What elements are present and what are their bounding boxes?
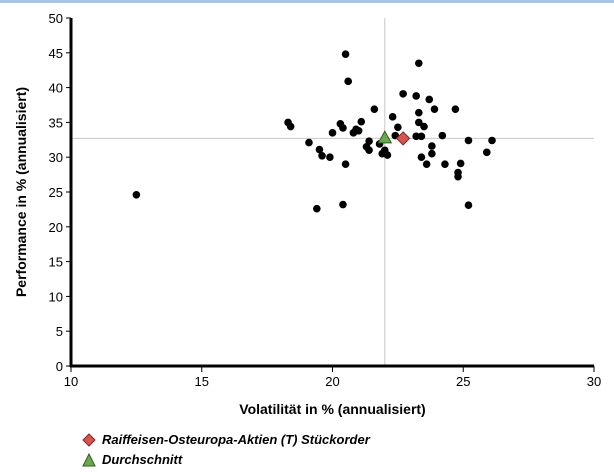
data-point [326,153,334,161]
data-point [339,124,347,132]
data-point [132,190,141,199]
data-point [339,200,347,209]
data-point [313,204,321,213]
scatter-chart: 10 15 20 25 30 0 5 10 15 20 25 30 35 40 45 50 Volatili… [13,11,601,417]
data-point [394,123,402,132]
data-point [414,59,423,68]
data-point [341,160,350,168]
y-tick-label: 40 [49,81,63,96]
data-point [365,137,373,145]
x-axis-ticks: 10 15 20 25 30 [64,366,601,389]
axes [69,18,594,368]
legend-label-average: Durchschnitt [102,452,183,467]
reference-lines [71,18,594,366]
y-tick-label: 50 [49,11,63,26]
legend-label-fund: Raiffeisen-Osteuropa-Aktien (T) Stückord… [102,432,370,447]
data-point [456,159,465,168]
data-point [464,136,473,145]
average-triangle-marker [377,130,393,144]
data-point [354,126,363,135]
x-tick-label: 15 [195,374,209,389]
data-point [417,132,426,141]
data-point [341,50,350,58]
diamond-icon [82,433,96,447]
data-point [412,132,420,141]
data-point [344,77,352,86]
data-point [488,136,496,145]
data-point [451,105,460,113]
data-point [428,142,436,150]
triangle-icon [82,453,96,467]
data-point [357,117,366,126]
data-point [417,153,426,161]
data-point [420,122,428,131]
data-point [286,122,295,131]
data-point [425,95,434,104]
data-point [438,131,447,140]
data-point [370,105,379,113]
data-point [305,138,313,147]
data-point [428,149,436,158]
data-point [383,151,392,159]
data-point [414,108,423,117]
y-axis-title: Performance in % (annualisiert) [13,87,29,297]
x-axis-title: Volatilität in % (annualisiert) [239,401,425,417]
data-point [315,145,324,154]
y-tick-label: 25 [49,185,63,200]
data-point [430,105,439,113]
x-tick-label: 25 [456,374,470,389]
data-point [464,201,473,210]
legend-item-fund: Raiffeisen-Osteuropa-Aktien (T) Stückord… [82,430,370,450]
data-point [422,160,431,168]
y-axis-ticks: 0 5 10 15 20 25 30 35 40 45 50 [49,11,71,374]
data-point [399,90,407,98]
y-tick-label: 5 [56,324,63,339]
data-point [365,146,373,155]
y-tick-label: 10 [49,289,63,304]
y-tick-label: 20 [49,220,63,235]
fund-diamond-marker [395,131,411,146]
y-tick-label: 35 [49,115,63,130]
data-point [482,148,491,157]
top-border [0,0,614,3]
legend: Raiffeisen-Osteuropa-Aktien (T) Stückord… [82,430,370,470]
data-point [388,113,397,121]
data-point [414,118,423,127]
data-point [318,152,326,160]
y-tick-label: 30 [49,150,63,165]
x-tick-label: 10 [64,374,78,389]
data-point [412,92,420,100]
data-point [454,172,462,181]
legend-item-average: Durchschnitt [82,450,370,470]
data-point [441,160,449,168]
y-tick-label: 0 [56,359,63,374]
x-tick-label: 30 [587,374,601,389]
data-points [132,50,496,213]
y-tick-label: 45 [49,46,63,61]
x-tick-label: 20 [325,374,339,389]
y-tick-label: 15 [49,255,63,270]
data-point [328,129,337,137]
